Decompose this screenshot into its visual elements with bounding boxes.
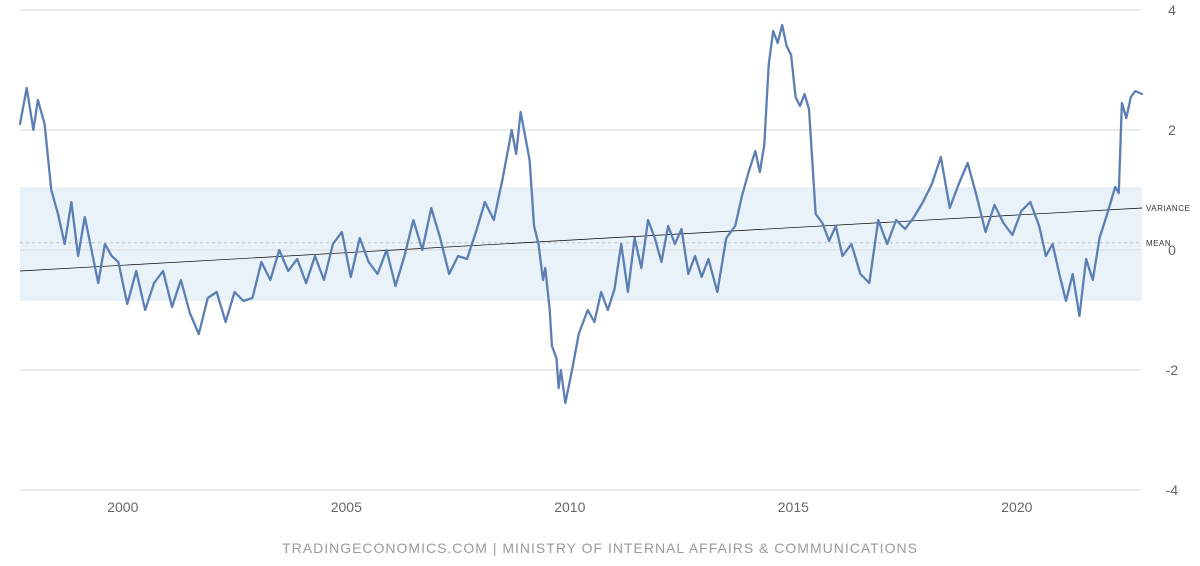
x-tick-label: 2015 bbox=[778, 499, 809, 515]
variance-label: VARIANCE bbox=[1146, 204, 1190, 213]
y-tick-label: 2 bbox=[1168, 122, 1176, 138]
variance-band bbox=[20, 187, 1142, 301]
y-tick-label: 4 bbox=[1168, 2, 1176, 18]
source-attribution: TRADINGECONOMICS.COM | MINISTRY OF INTER… bbox=[0, 540, 1200, 556]
x-tick-label: 2005 bbox=[331, 499, 362, 515]
y-tick-label: -4 bbox=[1166, 482, 1179, 498]
y-tick-label: -2 bbox=[1166, 362, 1179, 378]
x-tick-label: 2000 bbox=[107, 499, 138, 515]
chart-container: -4-2024VARIANCEMEAN20002005201020152020 … bbox=[0, 0, 1200, 566]
line-chart: -4-2024VARIANCEMEAN20002005201020152020 bbox=[0, 0, 1200, 566]
x-tick-label: 2010 bbox=[554, 499, 585, 515]
mean-label: MEAN bbox=[1146, 239, 1171, 248]
x-tick-label: 2020 bbox=[1001, 499, 1032, 515]
